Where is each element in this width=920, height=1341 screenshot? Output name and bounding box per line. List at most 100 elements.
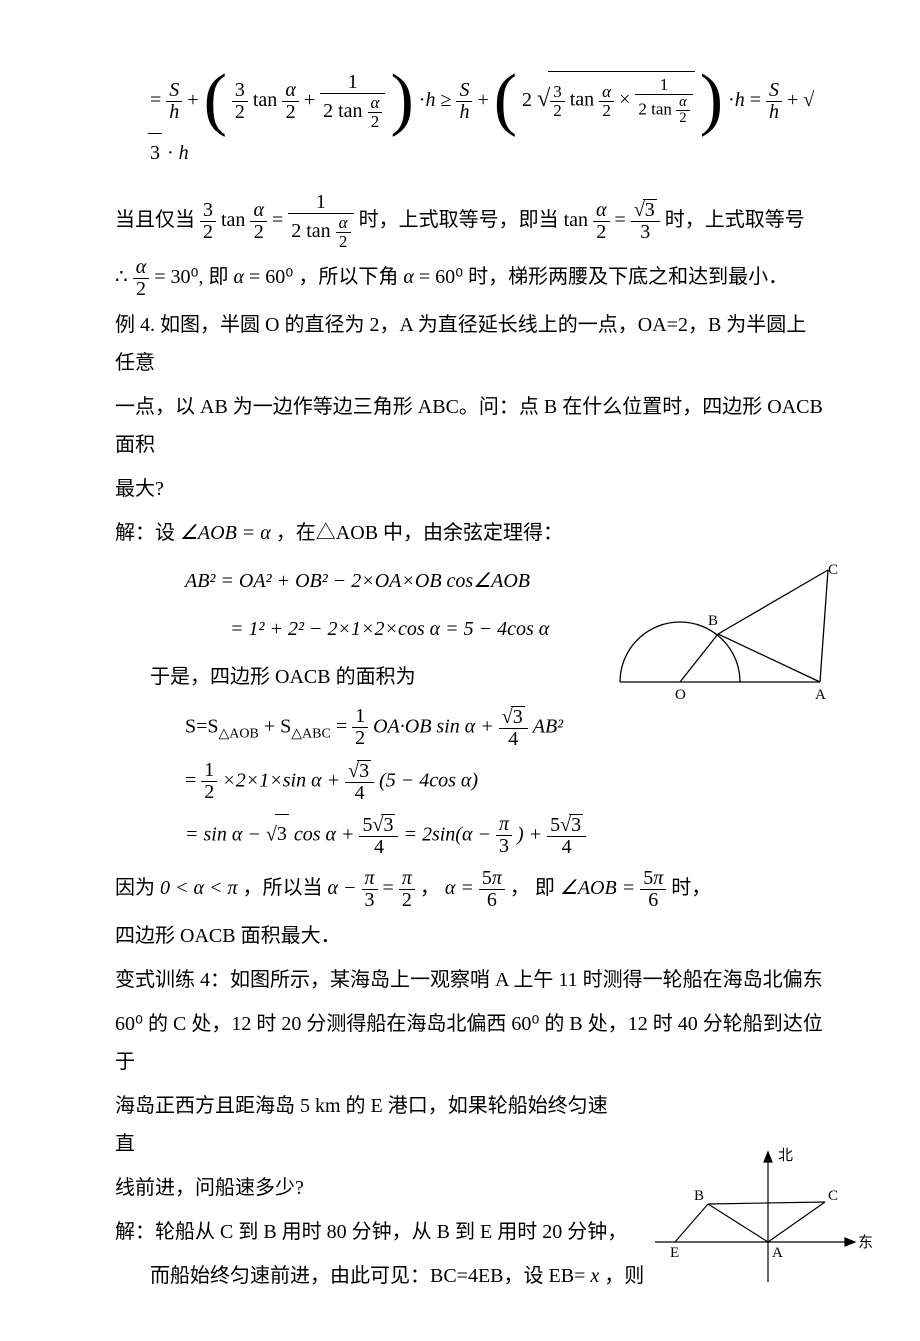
txt-iff: 当且仅当	[115, 209, 195, 231]
eq-S-line1: S=S△AOB + S△ABC = 12 OA·OB sin α + √34 A…	[115, 706, 825, 750]
var-h3: h	[459, 101, 469, 123]
label-B: B	[708, 613, 718, 629]
var-h6: h	[179, 142, 189, 164]
sl3a: = sin α −	[185, 823, 266, 845]
eq-S-line2: = 12 ×2×1×sin α + √34 (5 − 4cos α)	[115, 760, 825, 804]
pi2: π	[365, 867, 375, 889]
plus: +	[264, 715, 275, 737]
n3b: 3	[550, 83, 565, 102]
Sp: S=S	[185, 715, 219, 737]
sol-l1b: ，在△AOB 中，由余弦定理得：	[276, 522, 563, 544]
eq60: = 60⁰	[249, 266, 293, 288]
va3: α	[679, 94, 687, 110]
ang: ∠AOB =	[560, 877, 640, 899]
label-C2: C	[828, 1188, 838, 1204]
sq3f: 3	[381, 814, 395, 836]
formula-big-inequality: = Sh + ( 32 tan α2 + 1 2 tan α2 ) ·h ≥ S…	[115, 70, 825, 172]
n4: 4	[499, 729, 528, 750]
Sp2: S	[280, 715, 291, 737]
n4c: 4	[359, 837, 398, 858]
pi1: π	[499, 813, 509, 835]
n2m: 2	[201, 782, 217, 803]
s2a: 而船始终匀速前进，由此可见：BC=4EB，设 EB=	[150, 1265, 585, 1287]
pi5: π	[653, 867, 663, 889]
sub-aob: △AOB	[219, 726, 259, 741]
area-max: 四边形 OACB 面积最大．	[115, 917, 825, 955]
sol2-l2: 而船始终匀速前进，由此可见：BC=4EB，设 EB= x ，则	[115, 1257, 650, 1295]
txt-eqhold: 时，上式取等号，即当	[359, 209, 559, 231]
ab2-expr: AB² = OA² + OB² − 2×OA×OB cos∠AOB	[185, 570, 530, 592]
pi4: π	[492, 867, 502, 889]
n1e: 1	[201, 760, 217, 782]
num-2: 2	[232, 102, 248, 123]
ex4-line1: 例 4. 如图，半圆 O 的直径为 2，A 为直径延长线上的一点，OA=2，B …	[115, 306, 825, 382]
var4-l2: 60⁰ 的 C 处，12 时 20 分测得船在海岛北偏西 60⁰ 的 B 处，1…	[115, 1005, 825, 1081]
n3e: 3	[496, 836, 512, 857]
num-2c: 2	[368, 113, 383, 131]
va9: α	[403, 266, 414, 288]
va6: α	[596, 199, 607, 221]
label-C: C	[828, 562, 838, 578]
sl2: ×2×1×sin α +	[222, 769, 345, 791]
ie: 即	[535, 877, 555, 899]
num-3: 3	[232, 80, 248, 102]
n6: 6	[479, 890, 505, 911]
ae: α =	[445, 877, 479, 899]
s2b: ，则	[604, 1265, 644, 1287]
sq3c: 3	[511, 706, 525, 728]
ab2v: AB²	[533, 715, 563, 737]
num-1: 1	[320, 72, 385, 94]
sl2b: (5 − 4cos α)	[379, 769, 478, 791]
va2: α	[602, 82, 611, 101]
var-h5: h	[769, 101, 779, 123]
sl3c: = 2sin(α −	[403, 823, 496, 845]
va7: α	[136, 256, 147, 278]
n4b: 4	[345, 783, 374, 804]
ab2-expr2: = 1² + 2² − 2×1×2×cos α = 5 − 4cos α	[230, 618, 549, 640]
n2e: 2	[599, 102, 614, 120]
n2j: 2	[593, 222, 610, 243]
sq3d: 3	[357, 760, 371, 782]
var-alpha: α	[285, 79, 296, 101]
c2: ，	[510, 877, 530, 899]
n2l: 2	[352, 728, 368, 749]
c1: ，	[420, 877, 440, 899]
va8: α	[234, 266, 245, 288]
range: 0 < α < π	[160, 877, 238, 899]
n1c: 1	[288, 192, 353, 214]
label-east: 东	[858, 1234, 873, 1251]
eq30: = 30⁰, 即	[154, 266, 228, 288]
var-h4: h	[735, 89, 745, 111]
sq3g: 3	[569, 814, 583, 836]
oaob: OA·OB sin α +	[373, 715, 499, 737]
sowhen: ，所以当	[243, 877, 323, 899]
because-line: 因为 0 < α < π ，所以当 α − π3 = π2 ， α = 5π6 …	[115, 868, 825, 911]
sq3e: 3	[275, 814, 289, 853]
var-h: h	[169, 101, 179, 123]
var-S: S	[169, 79, 179, 101]
sl3b: cos α +	[294, 823, 360, 845]
label-A: A	[815, 687, 826, 703]
concl-t2: = 60⁰ 时，梯形两腰及下底之和达到最小．	[419, 266, 788, 288]
var-S2: S	[459, 79, 469, 101]
n3c: 3	[200, 200, 216, 222]
figure-compass: 北 东 A B C E	[650, 1142, 875, 1292]
n2g: 2	[200, 222, 216, 243]
sqrt3b: 3	[643, 199, 657, 221]
concl-t1: ，所以下角	[298, 266, 398, 288]
angle-eq: ∠AOB = α	[180, 522, 271, 544]
label-E: E	[670, 1245, 679, 1261]
equality-condition: 当且仅当 32 tan α2 = 12 tan α2 时，上式取等号，即当 ta…	[115, 192, 825, 251]
sub-abc: △ABC	[291, 726, 331, 741]
n2f: 2	[676, 111, 690, 126]
conclusion-alpha: ∴ α2 = 30⁰, 即 α = 60⁰ ，所以下角 α = 60⁰ 时，梯形…	[115, 257, 825, 300]
area-intro: 于是，四边形 OACB 的面积为	[115, 658, 580, 696]
wt: 时，	[671, 877, 711, 899]
eq-S-line3: = sin α − √3 cos α + 5√34 = 2sin(α − π3 …	[115, 814, 825, 858]
n2d: 2	[550, 102, 565, 120]
sqrt3: 3	[148, 133, 162, 172]
n1b: 1	[635, 76, 692, 95]
eqs: =	[383, 877, 399, 899]
n1d: 1	[352, 706, 368, 728]
sl3d: ) +	[517, 823, 547, 845]
